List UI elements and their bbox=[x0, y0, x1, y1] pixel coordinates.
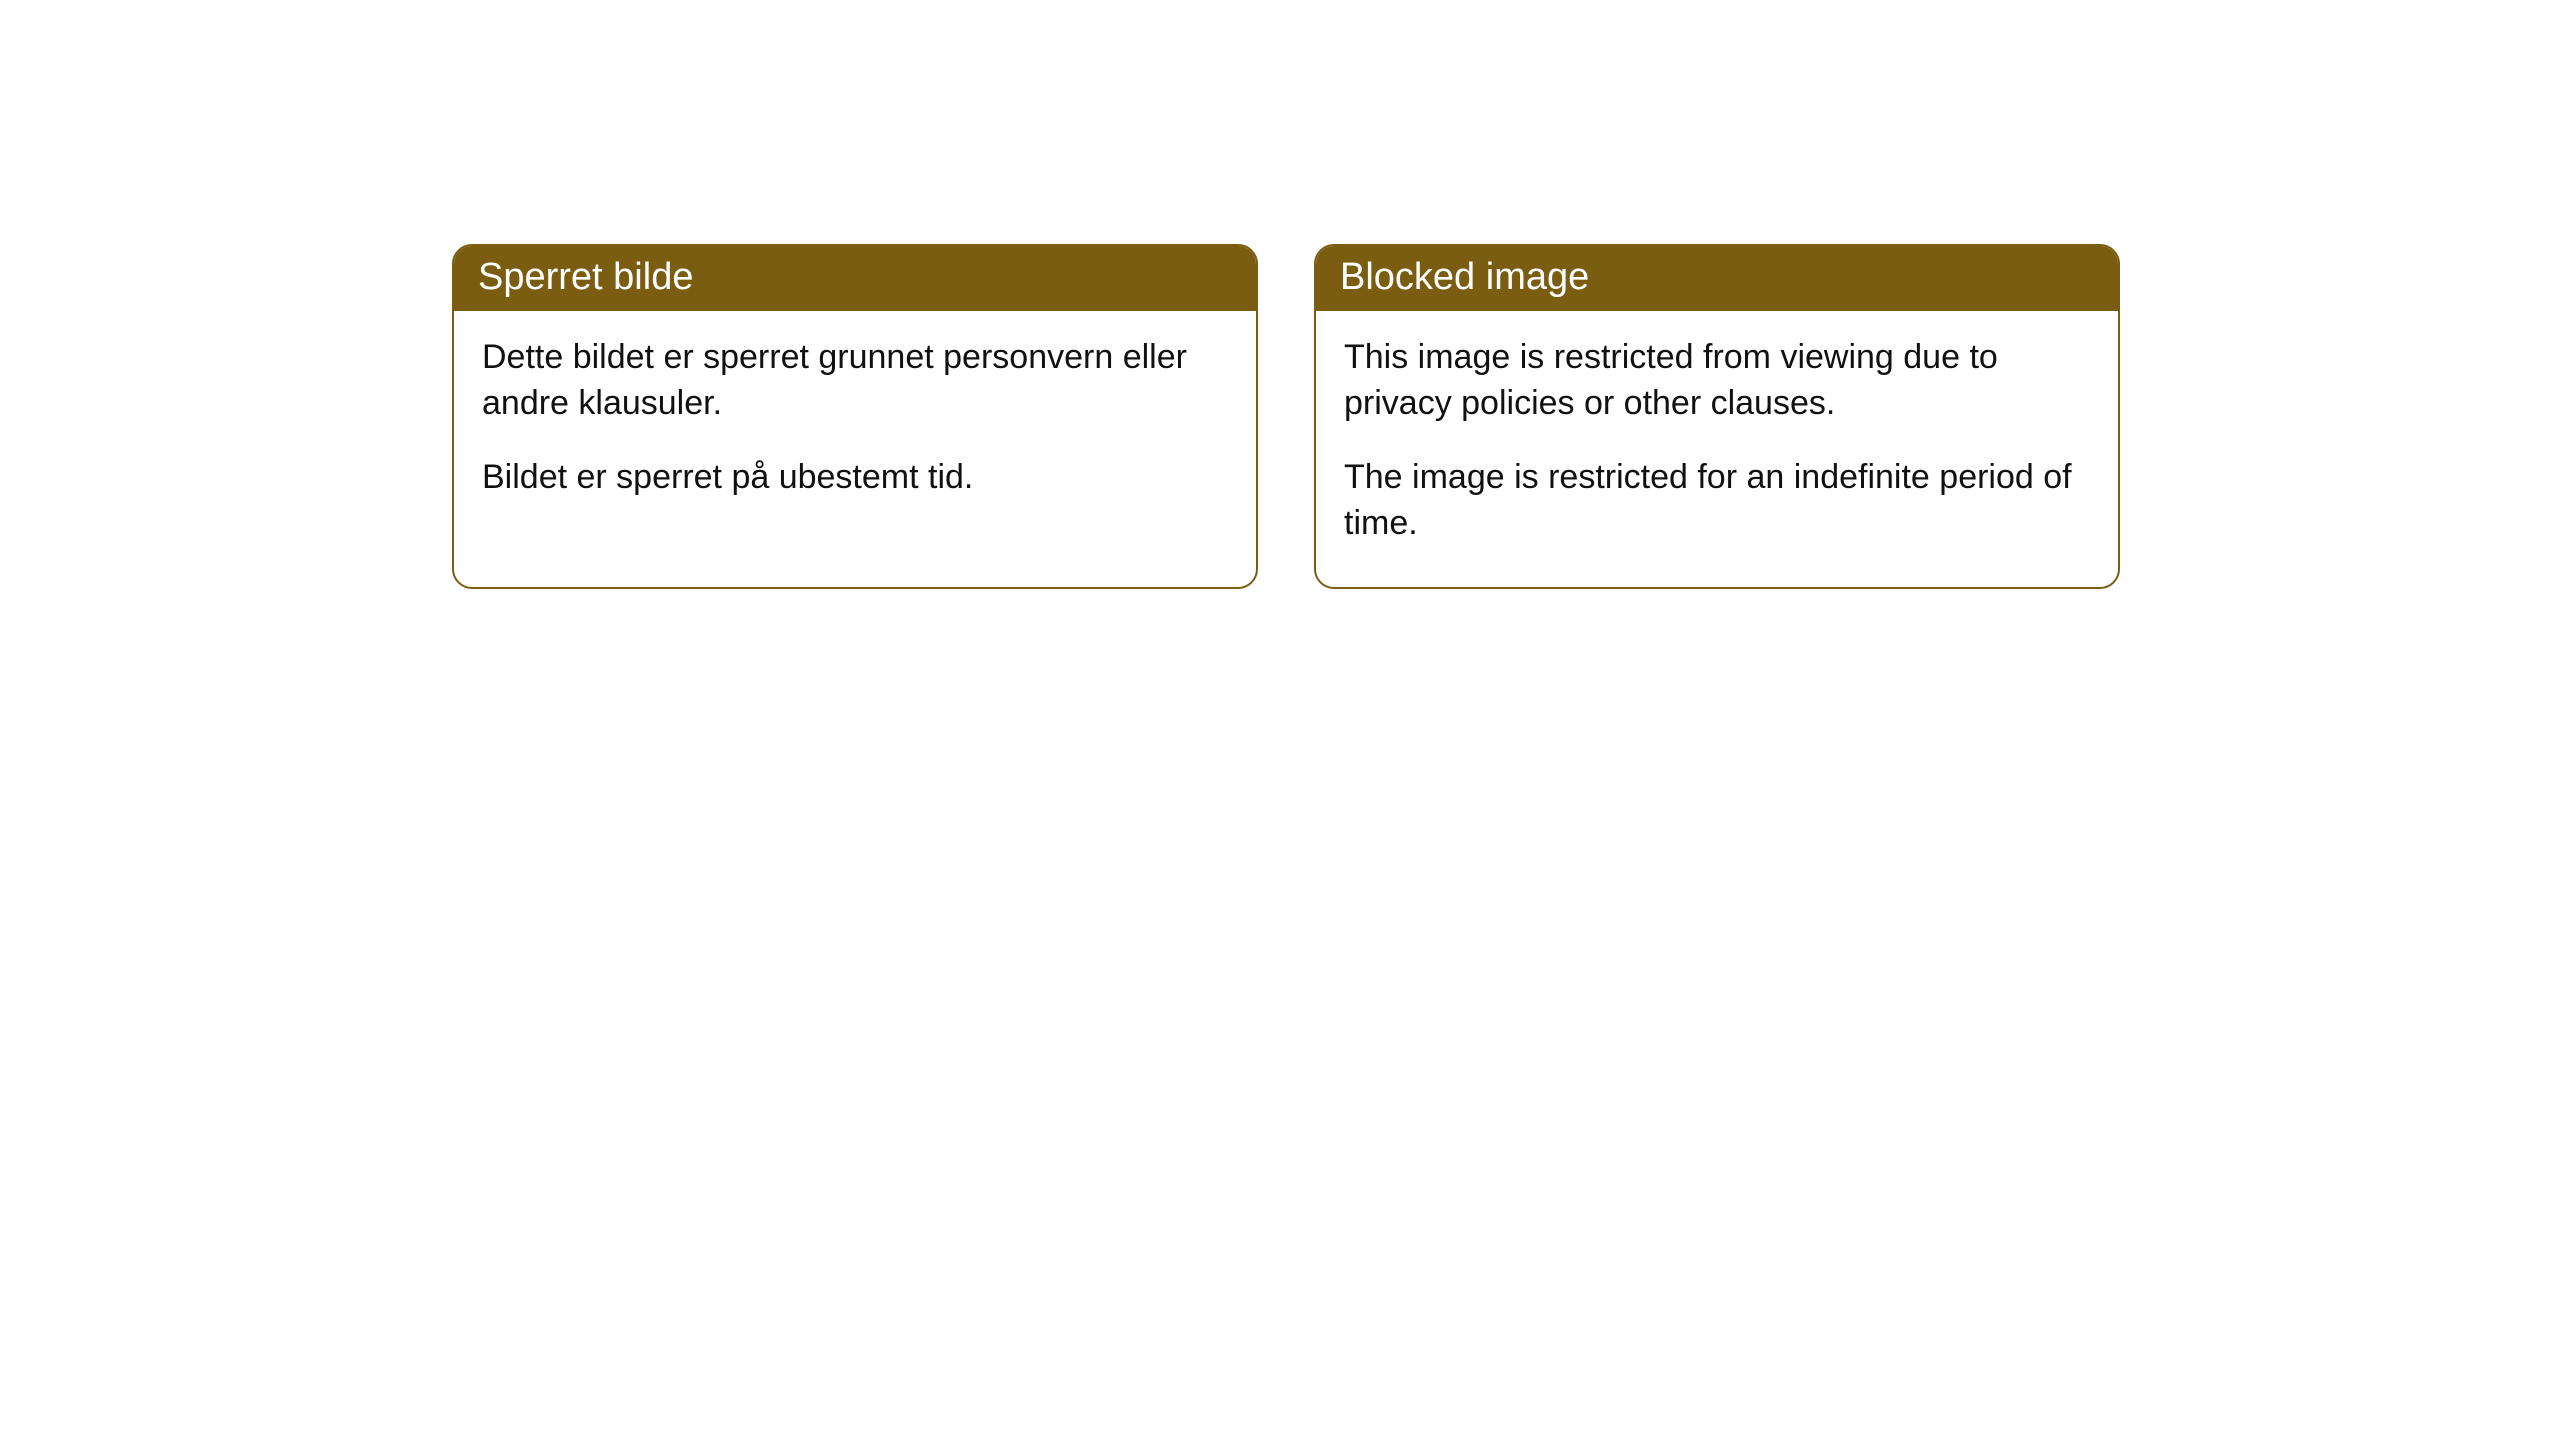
card-body-norwegian: Dette bildet er sperret grunnet personve… bbox=[454, 311, 1256, 541]
notice-paragraph-2-norwegian: Bildet er sperret på ubestemt tid. bbox=[482, 455, 1228, 501]
notice-paragraph-1-english: This image is restricted from viewing du… bbox=[1344, 335, 2090, 427]
blocked-image-card-english: Blocked image This image is restricted f… bbox=[1314, 244, 2120, 589]
card-header-norwegian: Sperret bilde bbox=[454, 246, 1256, 311]
notice-cards-container: Sperret bilde Dette bildet er sperret gr… bbox=[452, 244, 2120, 589]
blocked-image-card-norwegian: Sperret bilde Dette bildet er sperret gr… bbox=[452, 244, 1258, 589]
card-header-english: Blocked image bbox=[1316, 246, 2118, 311]
card-body-english: This image is restricted from viewing du… bbox=[1316, 311, 2118, 587]
notice-paragraph-2-english: The image is restricted for an indefinit… bbox=[1344, 455, 2090, 547]
notice-paragraph-1-norwegian: Dette bildet er sperret grunnet personve… bbox=[482, 335, 1228, 427]
